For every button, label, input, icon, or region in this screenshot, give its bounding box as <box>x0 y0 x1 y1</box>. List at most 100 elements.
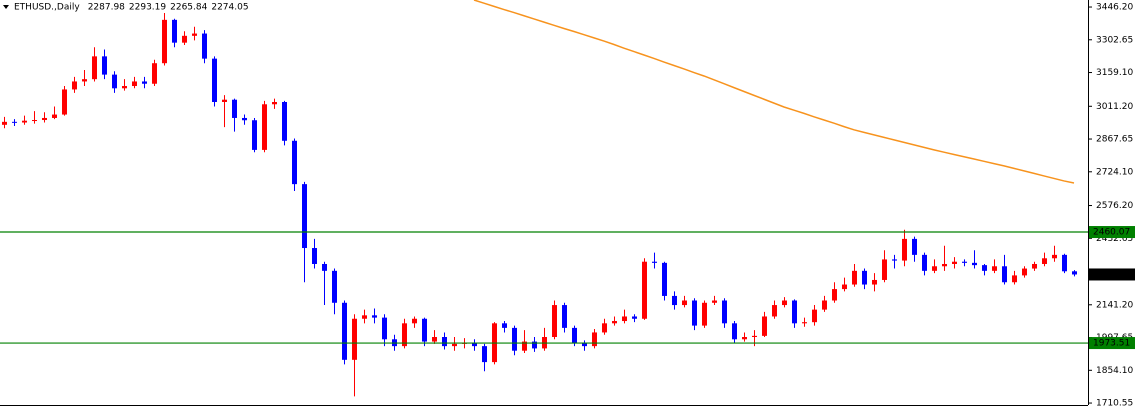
candle-body <box>582 342 587 347</box>
y-tick-label: 2432.65 <box>1096 234 1133 244</box>
candle-body <box>972 262 977 266</box>
candle-body <box>142 81 147 84</box>
candle-body <box>112 74 117 89</box>
candle-body <box>562 305 567 328</box>
candle-body <box>742 337 747 340</box>
candle-body <box>922 254 927 271</box>
candle-body <box>502 323 507 328</box>
candle-body <box>12 121 17 123</box>
y-tick-label: 3302.65 <box>1096 35 1133 45</box>
candle-body <box>412 318 417 324</box>
candle-body <box>932 266 937 271</box>
candle-body <box>82 79 87 82</box>
header-value: 2265.84 <box>170 3 207 13</box>
candle-body <box>272 101 277 105</box>
candle-body <box>592 332 597 347</box>
candle-body <box>2 121 7 125</box>
candle-body <box>632 316 637 319</box>
candle-body <box>1022 268 1027 276</box>
candle-body <box>832 289 837 301</box>
y-tick-label: 2576.20 <box>1096 201 1133 211</box>
y-tick-label: 3011.20 <box>1096 102 1133 112</box>
candle-body <box>762 316 767 336</box>
candle-body <box>442 337 447 347</box>
candle-body <box>132 81 137 87</box>
candle-body <box>962 261 967 263</box>
candle-body <box>1072 271 1077 275</box>
candle-body <box>732 323 737 340</box>
candle-body <box>862 270 867 285</box>
candle-body <box>952 261 957 264</box>
candle-body <box>202 33 207 59</box>
candle-body <box>182 35 187 43</box>
candle-body <box>432 337 437 342</box>
candle-body <box>52 114 57 118</box>
header-arrow <box>3 5 9 9</box>
candle-body <box>702 302 707 326</box>
candle-body <box>32 120 37 122</box>
candle-body <box>262 104 267 150</box>
candle-body <box>472 342 477 347</box>
candle-body <box>552 305 557 338</box>
candle-body <box>892 259 897 261</box>
moving-average <box>473 0 1075 184</box>
candle-body <box>292 140 297 185</box>
y-tick-label: 3159.10 <box>1096 68 1133 78</box>
candle-body <box>92 56 97 80</box>
candle-body <box>522 341 527 351</box>
candle-body <box>672 295 677 306</box>
candle-body <box>482 346 487 363</box>
candle-body <box>842 284 847 290</box>
candle-body <box>792 300 797 324</box>
y-tick-label: 1710.55 <box>1096 399 1133 409</box>
y-tick-label: 3446.20 <box>1096 3 1133 13</box>
candle-body <box>712 300 717 303</box>
candle-body <box>252 120 257 150</box>
y-tick-label: 1854.10 <box>1096 366 1133 376</box>
chart-title: ETHUSD.,Daily <box>14 3 80 13</box>
y-tick-label: 2867.65 <box>1096 135 1133 145</box>
candle-body <box>192 33 197 36</box>
candle-body <box>662 262 667 296</box>
candle-body <box>722 300 727 324</box>
candle-body <box>402 323 407 347</box>
candle-body <box>282 101 287 141</box>
candle-body <box>782 300 787 306</box>
candle-body <box>822 300 827 310</box>
candle-body <box>572 327 577 343</box>
candle-body <box>852 270 857 285</box>
candle-body <box>222 99 227 102</box>
candle-body <box>802 322 807 324</box>
candle-body <box>232 99 237 118</box>
candle-body <box>322 263 327 271</box>
candle-body <box>42 117 47 121</box>
candle-body <box>62 89 67 115</box>
candle-body <box>912 238 917 255</box>
candle-body <box>602 323 607 333</box>
candle-body <box>312 248 317 264</box>
candle-body <box>382 317 387 340</box>
candle-body <box>452 343 457 347</box>
candle-body <box>992 266 997 271</box>
candle-body <box>512 327 517 351</box>
candle-body <box>772 305 777 317</box>
candle-body <box>302 184 307 249</box>
candle-body <box>212 58 217 102</box>
price-label: 1973.51 <box>1093 339 1130 349</box>
candle-body <box>682 300 687 306</box>
current-price-label: 2274.05 <box>1093 270 1130 280</box>
candle-body <box>152 63 157 84</box>
candle-body <box>72 81 77 90</box>
candle-body <box>532 341 537 349</box>
candle-body <box>352 318 357 360</box>
candle-body <box>942 263 947 267</box>
candle-body <box>372 315 377 318</box>
candle-body <box>1002 266 1007 283</box>
candle-body <box>362 315 367 319</box>
candle-body <box>102 56 107 75</box>
price-label-bg <box>1089 226 1135 239</box>
candle-body <box>422 318 427 342</box>
candle-body <box>162 19 167 64</box>
candle-body <box>1042 258 1047 264</box>
